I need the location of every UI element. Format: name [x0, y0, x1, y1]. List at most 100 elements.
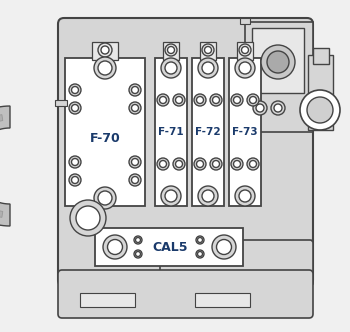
Circle shape — [129, 84, 141, 96]
Circle shape — [175, 97, 182, 104]
Circle shape — [196, 160, 203, 168]
Bar — [65, 58, 145, 206]
Bar — [80, 293, 135, 307]
Circle shape — [239, 44, 251, 56]
Circle shape — [132, 158, 139, 165]
Bar — [245, 22, 313, 132]
Circle shape — [198, 58, 218, 78]
Bar — [92, 42, 118, 60]
Circle shape — [212, 160, 219, 168]
Circle shape — [250, 160, 257, 168]
Circle shape — [132, 105, 139, 112]
FancyBboxPatch shape — [58, 270, 313, 318]
Bar — [252, 28, 304, 93]
Circle shape — [134, 236, 142, 244]
Circle shape — [212, 97, 219, 104]
Circle shape — [233, 160, 240, 168]
Text: CAL5: CAL5 — [152, 240, 188, 254]
Circle shape — [196, 97, 203, 104]
Circle shape — [94, 187, 116, 209]
Circle shape — [69, 102, 81, 114]
Bar — [313, 48, 329, 64]
Circle shape — [98, 191, 112, 205]
Circle shape — [98, 61, 112, 75]
Circle shape — [94, 57, 116, 79]
Circle shape — [160, 97, 167, 104]
Circle shape — [197, 252, 203, 257]
Circle shape — [134, 250, 142, 258]
Text: F-72: F-72 — [195, 127, 221, 137]
Bar — [195, 293, 250, 307]
Circle shape — [129, 102, 141, 114]
Circle shape — [239, 62, 251, 74]
Circle shape — [101, 46, 109, 54]
Circle shape — [103, 235, 127, 259]
Circle shape — [129, 174, 141, 186]
Circle shape — [71, 177, 78, 184]
Bar — [237, 42, 253, 60]
Circle shape — [212, 235, 236, 259]
Circle shape — [76, 206, 100, 230]
Circle shape — [235, 58, 255, 78]
Text: F-73: F-73 — [232, 127, 258, 137]
Polygon shape — [0, 106, 10, 226]
Circle shape — [210, 158, 222, 170]
Text: F-70: F-70 — [90, 131, 120, 144]
Circle shape — [160, 160, 167, 168]
Bar — [240, 18, 250, 24]
Circle shape — [247, 94, 259, 106]
Circle shape — [71, 87, 78, 94]
Circle shape — [267, 51, 289, 73]
Circle shape — [247, 158, 259, 170]
Circle shape — [202, 190, 214, 202]
Bar — [192, 58, 224, 206]
Circle shape — [202, 44, 214, 56]
Circle shape — [250, 97, 257, 104]
Circle shape — [173, 94, 185, 106]
Polygon shape — [0, 115, 3, 217]
Circle shape — [135, 252, 140, 257]
Circle shape — [98, 43, 112, 57]
Text: F-71: F-71 — [158, 127, 184, 137]
Circle shape — [217, 239, 231, 255]
Circle shape — [69, 174, 81, 186]
FancyBboxPatch shape — [58, 18, 313, 286]
Bar — [163, 42, 179, 60]
Circle shape — [157, 94, 169, 106]
Circle shape — [233, 97, 240, 104]
Circle shape — [196, 250, 204, 258]
Circle shape — [210, 94, 222, 106]
Circle shape — [173, 158, 185, 170]
Circle shape — [231, 94, 243, 106]
Bar — [308, 55, 333, 130]
Circle shape — [70, 200, 106, 236]
Circle shape — [161, 186, 181, 206]
Circle shape — [165, 62, 177, 74]
Circle shape — [274, 104, 282, 112]
Circle shape — [202, 62, 214, 74]
Bar — [200, 42, 216, 60]
Circle shape — [253, 101, 267, 115]
Circle shape — [71, 158, 78, 165]
Circle shape — [235, 186, 255, 206]
Circle shape — [71, 105, 78, 112]
Circle shape — [196, 236, 204, 244]
Circle shape — [271, 101, 285, 115]
Circle shape — [204, 46, 211, 53]
Bar — [155, 58, 187, 206]
Circle shape — [241, 46, 248, 53]
Circle shape — [231, 158, 243, 170]
Circle shape — [168, 46, 175, 53]
Circle shape — [165, 44, 177, 56]
Circle shape — [107, 239, 122, 255]
Circle shape — [197, 237, 203, 242]
Circle shape — [194, 94, 206, 106]
Circle shape — [165, 190, 177, 202]
Circle shape — [135, 237, 140, 242]
Bar — [95, 228, 243, 266]
Circle shape — [129, 156, 141, 168]
Circle shape — [161, 58, 181, 78]
Circle shape — [132, 87, 139, 94]
Circle shape — [132, 177, 139, 184]
Circle shape — [261, 45, 295, 79]
